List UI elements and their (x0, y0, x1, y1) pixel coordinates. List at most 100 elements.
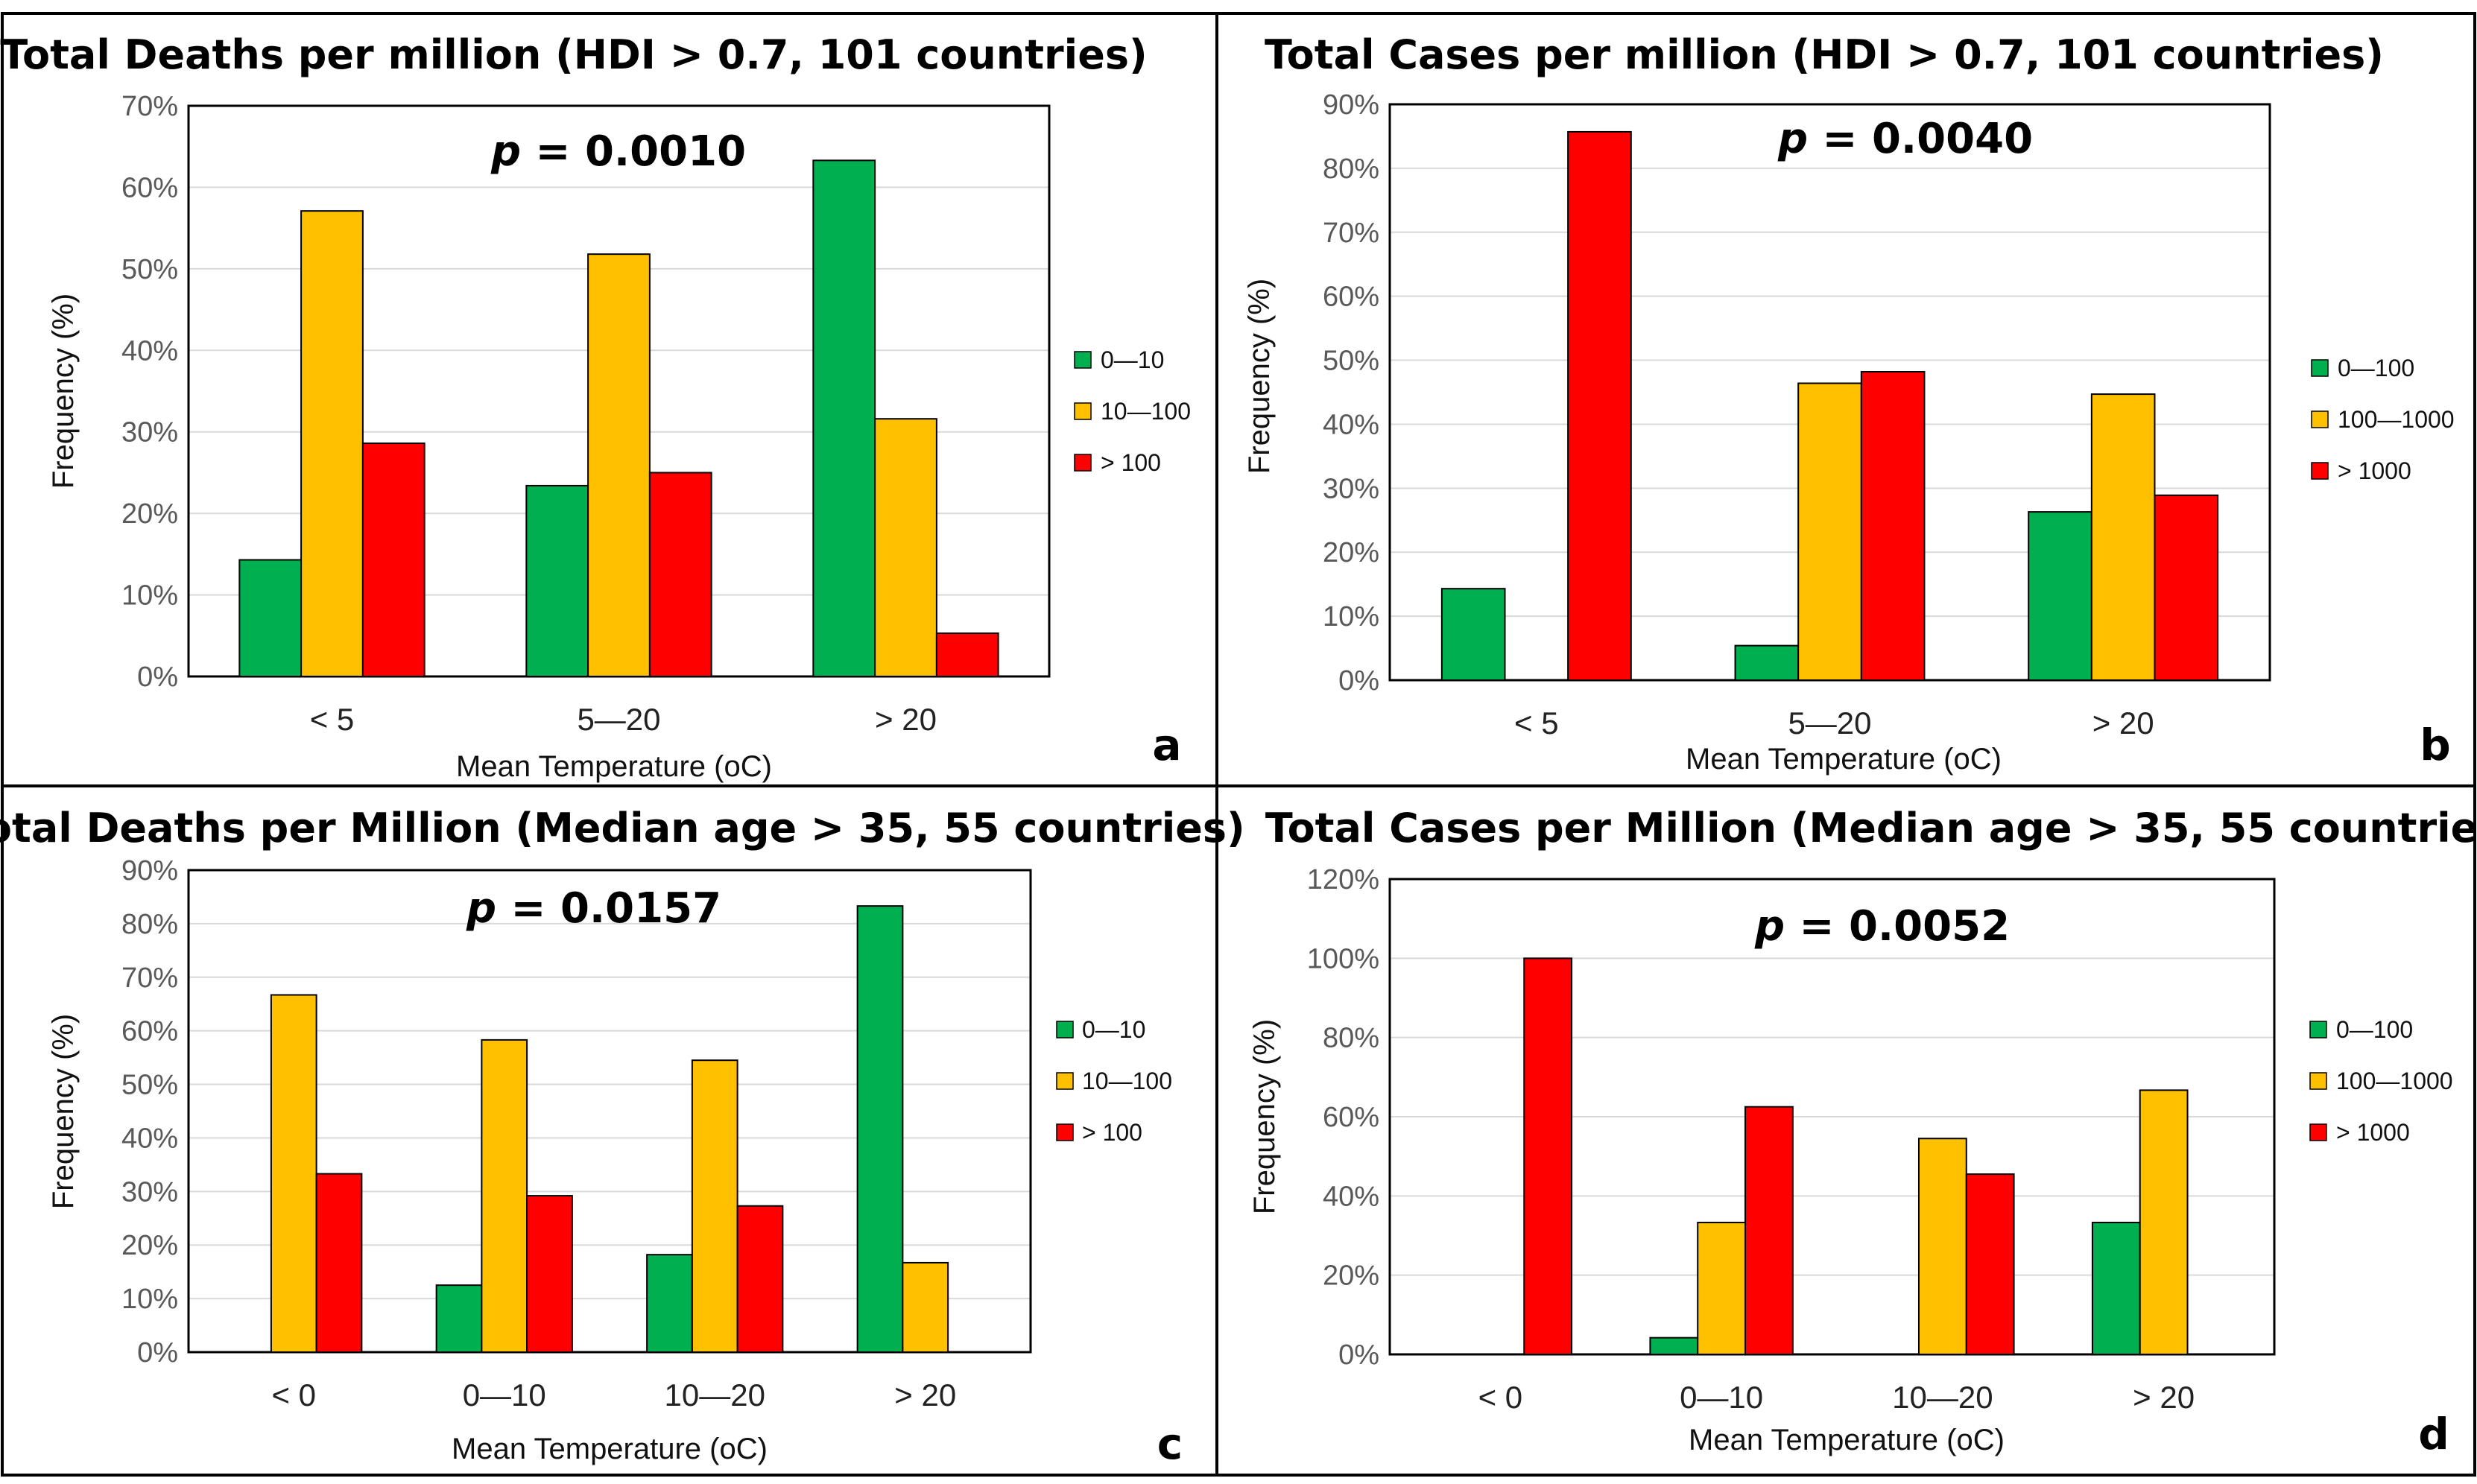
bar-red (935, 632, 999, 678)
bar-red (1860, 371, 1926, 681)
y-tick-label: 70% (121, 91, 178, 122)
bar-green (525, 484, 589, 677)
bar-yellow (2139, 1089, 2189, 1355)
legend-label: 10—100 (1101, 398, 1191, 425)
x-tick-label: < 0 (271, 1377, 316, 1412)
bar-green (238, 559, 303, 678)
y-tick-label: 10% (121, 580, 178, 612)
legend-swatch-red (2309, 1123, 2327, 1141)
legend-label: 0—10 (1082, 1016, 1145, 1043)
legend-label: 100—1000 (2338, 406, 2455, 433)
y-tick-label: 80% (1323, 1023, 1379, 1054)
bar-yellow (481, 1039, 528, 1354)
y-tick-label: 10% (121, 1284, 178, 1315)
x-tick-label: 10—20 (665, 1377, 765, 1412)
y-axis-label: Frequency (%) (47, 1014, 80, 1209)
bar-green (1440, 588, 1506, 682)
y-tick-label: 30% (121, 417, 178, 448)
y-tick-label: 40% (121, 1123, 178, 1154)
bar-red (1965, 1173, 2015, 1356)
bar-yellow (691, 1059, 738, 1353)
x-tick-label: > 20 (894, 1377, 956, 1412)
x-axis-label: Mean Temperature (oC) (452, 1433, 768, 1465)
x-tick-label: < 0 (1478, 1380, 1523, 1415)
p-value-annotation: p = 0.0157 (466, 884, 721, 933)
bar-green (856, 905, 904, 1353)
chart-title: Total Cases per Million (Median age > 35… (1265, 805, 2477, 852)
p-value: = 0.0040 (1808, 115, 2033, 163)
bar-red (648, 472, 712, 678)
legend-label: 10—100 (1082, 1068, 1172, 1094)
x-tick-label: > 20 (875, 702, 937, 737)
x-axis-label: Mean Temperature (oC) (1689, 1424, 2005, 1456)
bar-yellow (874, 418, 937, 677)
bar-yellow (1797, 382, 1862, 682)
x-axis-label: Mean Temperature (oC) (456, 750, 772, 783)
y-tick-label: 50% (121, 254, 178, 285)
p-label: p (1777, 115, 1808, 163)
legend-label: > 1000 (2338, 457, 2411, 484)
y-tick-label: 90% (121, 855, 178, 887)
x-tick-label: 0—10 (1680, 1380, 1763, 1415)
plot-area (187, 869, 1032, 1354)
y-tick-label: 40% (1323, 1181, 1379, 1212)
y-tick-label: 20% (121, 1230, 178, 1261)
y-tick-label: 0% (137, 662, 178, 693)
panel-d: 0% 20% 40% 60% 80% 100% 120% < 0 0—10 10—20 > 20 To… (1248, 805, 2477, 1459)
p-value: = 0.0052 (1785, 902, 2010, 951)
y-tick-label: 20% (1323, 1261, 1379, 1292)
y-tick-label: 70% (121, 963, 178, 994)
y-tick-label: 40% (1323, 409, 1379, 440)
p-value: = 0.0010 (521, 127, 746, 176)
legend-swatch-yellow (1056, 1072, 1074, 1090)
bar-yellow (1917, 1138, 1967, 1356)
y-tick-label: 90% (1323, 89, 1379, 121)
chart-title: Total Cases per million (HDI > 0.7, 101 … (1265, 31, 2384, 78)
x-tick-label: 0—10 (463, 1377, 546, 1412)
y-axis-label: Frequency (%) (1248, 1019, 1281, 1214)
y-axis-label: Frequency (%) (47, 294, 80, 489)
x-axis-label: Mean Temperature (oC) (1686, 743, 2002, 776)
p-label: p (490, 127, 521, 176)
x-tick-label: 5—20 (577, 702, 660, 737)
legend-swatch-red (1074, 454, 1092, 472)
legend-label: 0—100 (2338, 355, 2414, 381)
legend-swatch-red (1056, 1123, 1074, 1141)
y-tick-label: 70% (1323, 218, 1379, 249)
p-label: p (466, 884, 496, 933)
legend-swatch-red (2311, 462, 2329, 480)
bar-yellow (2090, 393, 2156, 681)
bar-red (1744, 1106, 1794, 1356)
bar-red (361, 443, 426, 678)
legend-swatch-yellow (2311, 410, 2329, 428)
x-tick-label: < 5 (1514, 705, 1559, 741)
y-tick-label: 120% (1307, 864, 1379, 895)
p-label: p (1754, 902, 1785, 951)
bar-green (435, 1284, 483, 1354)
p-value: = 0.0157 (496, 884, 721, 933)
chart-title: Total Deaths per million (HDI > 0.7, 101… (0, 31, 1147, 78)
legend: 0—10 10—100 > 100 (1056, 1016, 1172, 1146)
bar-red (1523, 957, 1573, 1356)
y-tick-label: 100% (1307, 943, 1379, 974)
y-tick-label: 80% (1323, 153, 1379, 185)
y-tick-label: 30% (1323, 473, 1379, 504)
x-tick-label: 10—20 (1892, 1380, 1993, 1415)
bar-green (1734, 644, 1800, 681)
bar-green (812, 159, 876, 677)
y-tick-label: 30% (121, 1176, 178, 1208)
panel-c: 0% 10% 20% 30% 40% 50% 60% 70% 80% 90% < 0 0—10 10—2… (0, 805, 1245, 1469)
legend-label: > 1000 (2336, 1119, 2410, 1146)
legend-swatch-green (2309, 1021, 2327, 1039)
legend: 0—100 100—1000 > 1000 (2309, 1016, 2453, 1146)
bar-green (1649, 1336, 1699, 1356)
y-tick-label: 80% (121, 909, 178, 940)
x-tick-label: < 5 (310, 702, 355, 737)
y-tick-label: 20% (121, 498, 178, 530)
bar-red (736, 1205, 784, 1353)
panel-b: 0% 10% 20% 30% 40% 50% 60% 70% 80% 90% < 5 5—20 > 20… (1243, 31, 2455, 776)
y-tick-label: 10% (1323, 601, 1379, 632)
bar-yellow (587, 253, 651, 678)
y-tick-label: 0% (1338, 665, 1379, 697)
legend: 0—100 100—1000 > 1000 (2311, 355, 2455, 484)
